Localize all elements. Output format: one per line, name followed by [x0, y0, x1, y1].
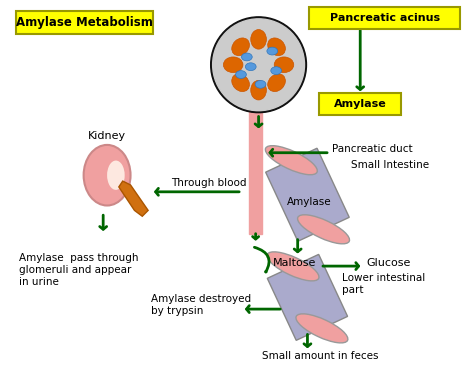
FancyBboxPatch shape: [319, 93, 401, 114]
Text: Amylase destroyed
by trypsin: Amylase destroyed by trypsin: [151, 294, 251, 316]
Ellipse shape: [83, 145, 130, 205]
Ellipse shape: [271, 67, 282, 75]
Text: Amylase Metabolism: Amylase Metabolism: [16, 16, 153, 29]
Ellipse shape: [223, 57, 243, 72]
Text: Pancreatic duct: Pancreatic duct: [332, 144, 412, 154]
Ellipse shape: [246, 63, 256, 71]
Text: Amylase: Amylase: [334, 99, 387, 109]
Text: Lower intestinal
part: Lower intestinal part: [342, 273, 425, 294]
Ellipse shape: [267, 252, 319, 281]
Text: Through blood: Through blood: [171, 178, 246, 188]
Ellipse shape: [268, 74, 285, 92]
Text: Glucose: Glucose: [366, 258, 410, 268]
Polygon shape: [267, 254, 347, 340]
Text: Kidney: Kidney: [88, 131, 126, 141]
Text: Amylase: Amylase: [287, 197, 331, 206]
Ellipse shape: [241, 53, 252, 61]
Text: Pancreatic acinus: Pancreatic acinus: [329, 13, 440, 23]
Text: Small amount in feces: Small amount in feces: [262, 351, 378, 361]
Ellipse shape: [251, 80, 266, 100]
Circle shape: [210, 17, 307, 113]
Ellipse shape: [107, 160, 125, 190]
FancyArrowPatch shape: [255, 247, 269, 272]
Polygon shape: [119, 181, 148, 216]
Polygon shape: [265, 148, 349, 241]
Ellipse shape: [236, 71, 246, 78]
Text: Amylase  pass through
glomeruli and appear
in urine: Amylase pass through glomeruli and appea…: [19, 254, 138, 287]
FancyBboxPatch shape: [310, 7, 460, 29]
Bar: [249, 110, 263, 234]
FancyBboxPatch shape: [16, 11, 153, 35]
Ellipse shape: [267, 47, 278, 55]
Ellipse shape: [265, 146, 317, 175]
Circle shape: [213, 19, 304, 111]
Ellipse shape: [232, 38, 249, 56]
Ellipse shape: [255, 80, 266, 88]
Ellipse shape: [232, 74, 249, 92]
Ellipse shape: [268, 38, 285, 56]
Ellipse shape: [274, 57, 294, 72]
Text: Maltose: Maltose: [273, 258, 317, 268]
Ellipse shape: [298, 215, 349, 244]
Text: Small Intestine: Small Intestine: [351, 160, 429, 170]
Ellipse shape: [251, 29, 266, 49]
Ellipse shape: [296, 314, 348, 343]
